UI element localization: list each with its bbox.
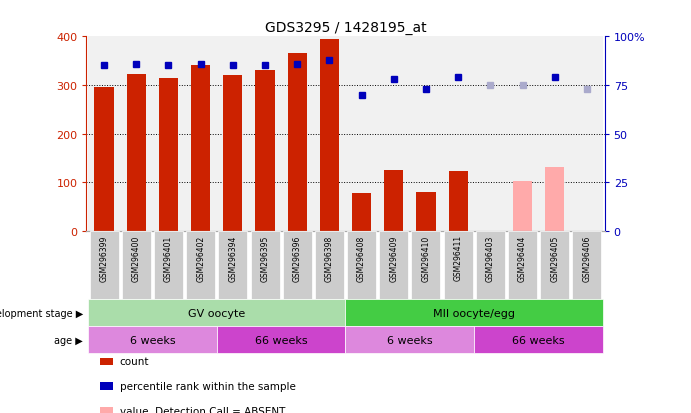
FancyBboxPatch shape [347,231,376,299]
Bar [378,37,410,231]
FancyBboxPatch shape [379,231,408,299]
Text: GSM296408: GSM296408 [357,235,366,281]
FancyBboxPatch shape [122,231,151,299]
FancyBboxPatch shape [154,231,183,299]
FancyBboxPatch shape [186,231,215,299]
Text: GSM296410: GSM296410 [422,235,430,281]
Bar [287,54,307,231]
Bar [184,37,217,231]
FancyBboxPatch shape [508,231,537,299]
FancyBboxPatch shape [283,231,312,299]
Bar [507,37,539,231]
Bar [223,76,243,231]
Text: 6 weeks: 6 weeks [129,335,176,345]
Bar [474,37,507,231]
Bar [571,37,603,231]
Text: percentile rank within the sample: percentile rank within the sample [120,381,296,391]
Text: count: count [120,356,149,366]
FancyBboxPatch shape [411,231,440,299]
Text: GSM296396: GSM296396 [293,235,302,281]
FancyBboxPatch shape [346,299,603,326]
Text: age ▶: age ▶ [54,335,83,345]
FancyBboxPatch shape [88,326,217,353]
Text: GSM296394: GSM296394 [228,235,237,281]
Text: 66 weeks: 66 weeks [512,335,565,345]
FancyBboxPatch shape [88,299,346,326]
FancyBboxPatch shape [251,231,280,299]
Text: GSM296404: GSM296404 [518,235,527,281]
Bar [88,37,120,231]
Bar [416,192,435,231]
Text: GSM296409: GSM296409 [389,235,398,281]
Text: GSM296398: GSM296398 [325,235,334,281]
Bar [513,181,532,231]
FancyBboxPatch shape [218,231,247,299]
Bar [281,37,313,231]
Text: GSM296399: GSM296399 [100,235,108,281]
Text: GSM296406: GSM296406 [583,235,591,281]
FancyBboxPatch shape [90,231,119,299]
FancyBboxPatch shape [315,231,344,299]
FancyBboxPatch shape [540,231,569,299]
Text: GSM296402: GSM296402 [196,235,205,281]
Bar [442,37,474,231]
Bar [384,171,404,231]
Bar [120,37,152,231]
Bar [152,37,184,231]
Bar [320,40,339,231]
Text: GV oocyte: GV oocyte [188,308,245,318]
FancyBboxPatch shape [474,326,603,353]
Text: GSM296401: GSM296401 [164,235,173,281]
Text: 66 weeks: 66 weeks [255,335,307,345]
Text: GSM296403: GSM296403 [486,235,495,281]
FancyBboxPatch shape [346,326,474,353]
Bar [249,37,281,231]
Bar [313,37,346,231]
Text: GSM296400: GSM296400 [132,235,141,281]
Bar [159,78,178,231]
Text: MII oocyte/egg: MII oocyte/egg [433,308,515,318]
Bar [545,167,565,231]
Bar [217,37,249,231]
FancyBboxPatch shape [444,231,473,299]
Title: GDS3295 / 1428195_at: GDS3295 / 1428195_at [265,21,426,35]
Bar [352,193,371,231]
FancyBboxPatch shape [572,231,601,299]
Bar [448,172,468,231]
Text: GSM296405: GSM296405 [550,235,559,281]
Text: GSM296395: GSM296395 [261,235,269,281]
Text: 6 weeks: 6 weeks [387,335,433,345]
Text: development stage ▶: development stage ▶ [0,308,83,318]
Bar [95,88,114,231]
Bar [346,37,378,231]
Bar [191,66,210,231]
Text: GSM296411: GSM296411 [454,235,463,281]
Bar [126,75,146,231]
Text: value, Detection Call = ABSENT: value, Detection Call = ABSENT [120,406,285,413]
Bar [410,37,442,231]
FancyBboxPatch shape [217,326,346,353]
Bar [539,37,571,231]
Bar [256,71,275,231]
FancyBboxPatch shape [476,231,505,299]
